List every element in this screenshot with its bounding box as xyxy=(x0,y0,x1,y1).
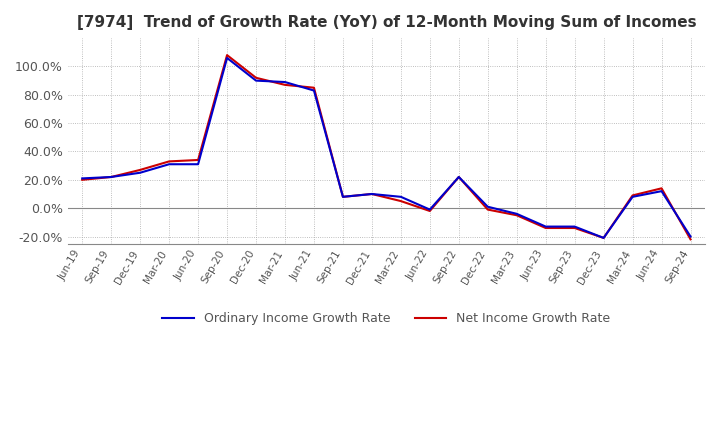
Ordinary Income Growth Rate xyxy=(281,79,289,84)
Ordinary Income Growth Rate xyxy=(107,174,115,180)
Ordinary Income Growth Rate xyxy=(252,78,261,83)
Legend: Ordinary Income Growth Rate, Net Income Growth Rate: Ordinary Income Growth Rate, Net Income … xyxy=(157,307,616,330)
Net Income Growth Rate xyxy=(165,159,174,164)
Net Income Growth Rate xyxy=(338,194,347,199)
Net Income Growth Rate xyxy=(222,52,231,58)
Net Income Growth Rate xyxy=(397,198,405,204)
Net Income Growth Rate xyxy=(310,85,318,90)
Ordinary Income Growth Rate xyxy=(570,224,579,229)
Net Income Growth Rate xyxy=(426,209,434,214)
Net Income Growth Rate xyxy=(107,174,115,180)
Ordinary Income Growth Rate xyxy=(310,88,318,93)
Line: Ordinary Income Growth Rate: Ordinary Income Growth Rate xyxy=(82,58,690,238)
Ordinary Income Growth Rate xyxy=(222,55,231,61)
Ordinary Income Growth Rate xyxy=(136,170,145,176)
Net Income Growth Rate xyxy=(513,213,521,218)
Net Income Growth Rate xyxy=(368,191,377,197)
Net Income Growth Rate xyxy=(136,167,145,172)
Ordinary Income Growth Rate xyxy=(397,194,405,199)
Net Income Growth Rate xyxy=(541,225,550,231)
Net Income Growth Rate xyxy=(599,235,608,241)
Ordinary Income Growth Rate xyxy=(629,194,637,199)
Ordinary Income Growth Rate xyxy=(513,211,521,216)
Ordinary Income Growth Rate xyxy=(454,174,463,180)
Net Income Growth Rate xyxy=(281,82,289,88)
Net Income Growth Rate xyxy=(570,225,579,231)
Ordinary Income Growth Rate xyxy=(426,207,434,212)
Line: Net Income Growth Rate: Net Income Growth Rate xyxy=(82,55,690,239)
Net Income Growth Rate xyxy=(657,186,666,191)
Title: [7974]  Trend of Growth Rate (YoY) of 12-Month Moving Sum of Incomes: [7974] Trend of Growth Rate (YoY) of 12-… xyxy=(76,15,696,30)
Ordinary Income Growth Rate xyxy=(599,235,608,241)
Net Income Growth Rate xyxy=(629,193,637,198)
Net Income Growth Rate xyxy=(483,207,492,212)
Ordinary Income Growth Rate xyxy=(338,194,347,199)
Ordinary Income Growth Rate xyxy=(686,234,695,239)
Ordinary Income Growth Rate xyxy=(657,188,666,194)
Net Income Growth Rate xyxy=(454,174,463,180)
Ordinary Income Growth Rate xyxy=(483,204,492,209)
Ordinary Income Growth Rate xyxy=(541,224,550,229)
Ordinary Income Growth Rate xyxy=(368,191,377,197)
Ordinary Income Growth Rate xyxy=(78,176,86,181)
Net Income Growth Rate xyxy=(194,158,202,163)
Ordinary Income Growth Rate xyxy=(194,161,202,167)
Net Income Growth Rate xyxy=(78,177,86,183)
Net Income Growth Rate xyxy=(686,237,695,242)
Net Income Growth Rate xyxy=(252,75,261,81)
Ordinary Income Growth Rate xyxy=(165,161,174,167)
